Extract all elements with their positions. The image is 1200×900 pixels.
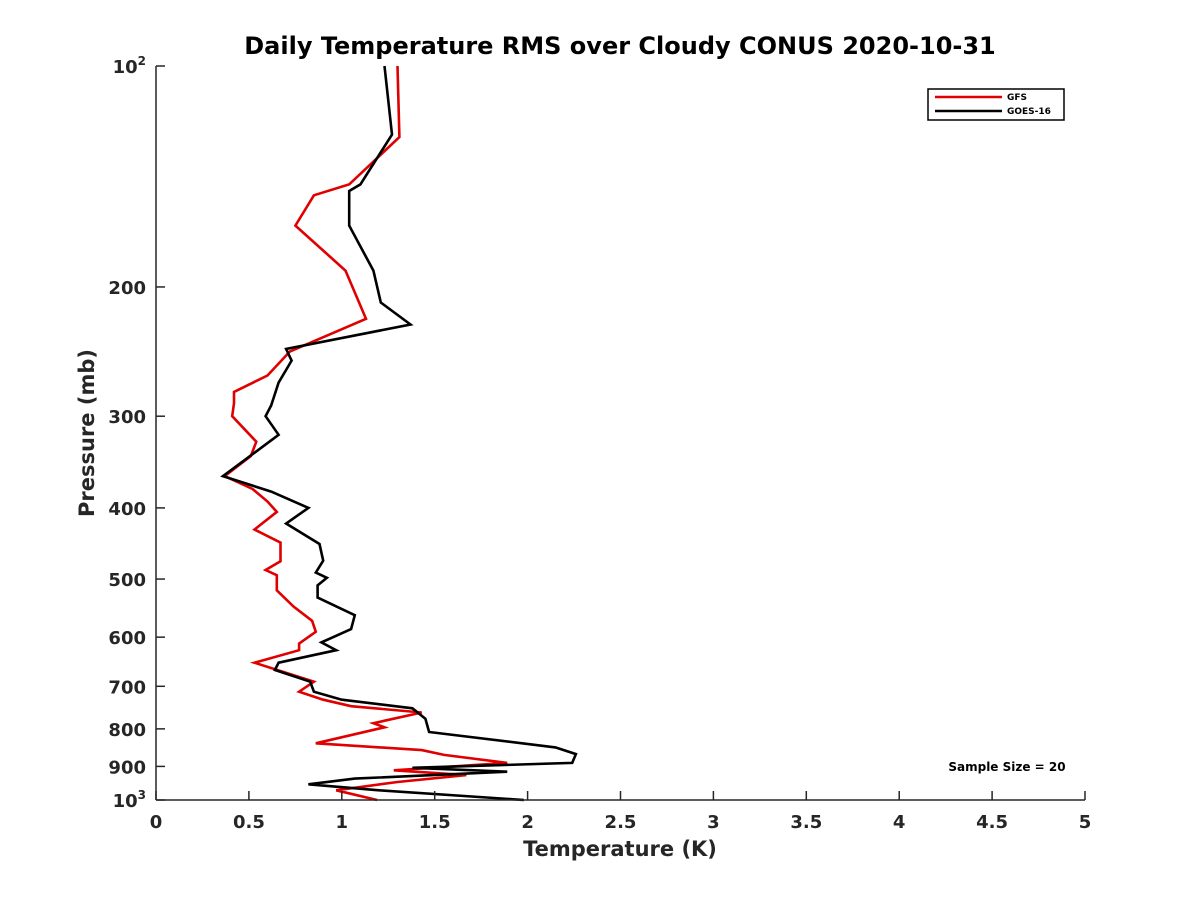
series-layer [220,65,578,802]
x-tick-label: 4.5 [976,812,1008,833]
y-tick-label: 200 [108,278,146,299]
y-tick-label: 600 [108,628,146,649]
x-tick-label: 1 [336,812,349,833]
x-ticks: 0 0.5 1 1.5 2 2.5 3 3.5 4 4.5 5 [150,791,1092,833]
x-tick-label: 0 [150,812,163,833]
x-tick-label: 3 [707,812,720,833]
y-tick-label: 300 [108,407,146,428]
legend-box [927,88,1065,121]
x-tick-label: 1.5 [419,812,451,833]
x-tick-label: 2.5 [605,812,637,833]
x-tick-label: 4 [893,812,906,833]
y-ticks: 102 200 300 400 500 600 700 800 900 103 [108,54,165,812]
y-tick-label: 400 [108,499,146,520]
x-tick-label: 0.5 [233,812,265,833]
y-tick-label: 800 [108,720,146,741]
legend: GFS GOES-16 [927,88,1065,121]
x-tick-label: 2 [521,812,534,833]
legend-label-goes16: GOES-16 [1007,107,1051,117]
y-axis-label: Pressure (mb) [75,349,99,517]
series-line-goes16 [220,65,578,802]
y-tick-label: 500 [108,570,146,591]
x-tick-label: 3.5 [790,812,822,833]
y-tick-label: 103 [113,788,146,812]
y-tick-label: 700 [108,677,146,698]
y-tick-label: 900 [108,757,146,778]
x-tick-label: 5 [1079,812,1092,833]
x-axis-label: Temperature (K) [523,837,717,861]
legend-label-gfs: GFS [1007,93,1027,103]
chart-title: Daily Temperature RMS over Cloudy CONUS … [244,32,996,60]
y-tick-label: 102 [113,54,146,78]
sample-size-annotation: Sample Size = 20 [948,760,1065,774]
series-line-gfs [222,65,508,802]
